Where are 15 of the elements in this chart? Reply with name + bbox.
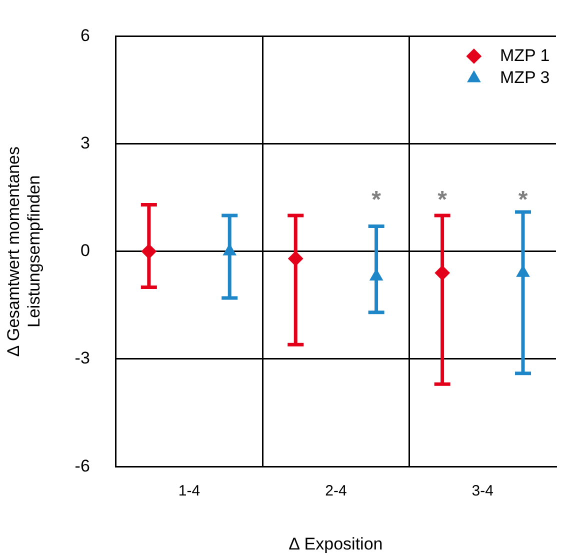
annotation: *	[372, 186, 382, 214]
x-tick-label: 3-4	[472, 482, 494, 500]
y-tick-label: 0	[80, 241, 90, 260]
legend-label: MZP 1	[500, 46, 550, 65]
annotation: *	[518, 186, 528, 214]
annotation: *	[438, 186, 448, 214]
x-tick-label: 1-4	[178, 482, 200, 500]
y-tick-label: 6	[80, 26, 90, 45]
y-tick-label: -6	[74, 456, 90, 476]
x-axis-title: ∆ Exposition	[289, 534, 383, 554]
y-axis-title: ∆ Gesamtwert momentanes Leistungsempfinden	[4, 146, 44, 356]
legend-label: MZP 3	[500, 68, 550, 87]
y-tick-label: -3	[74, 348, 90, 368]
x-tick-label: 2-4	[325, 482, 347, 500]
y-tick-label: 3	[80, 133, 90, 152]
